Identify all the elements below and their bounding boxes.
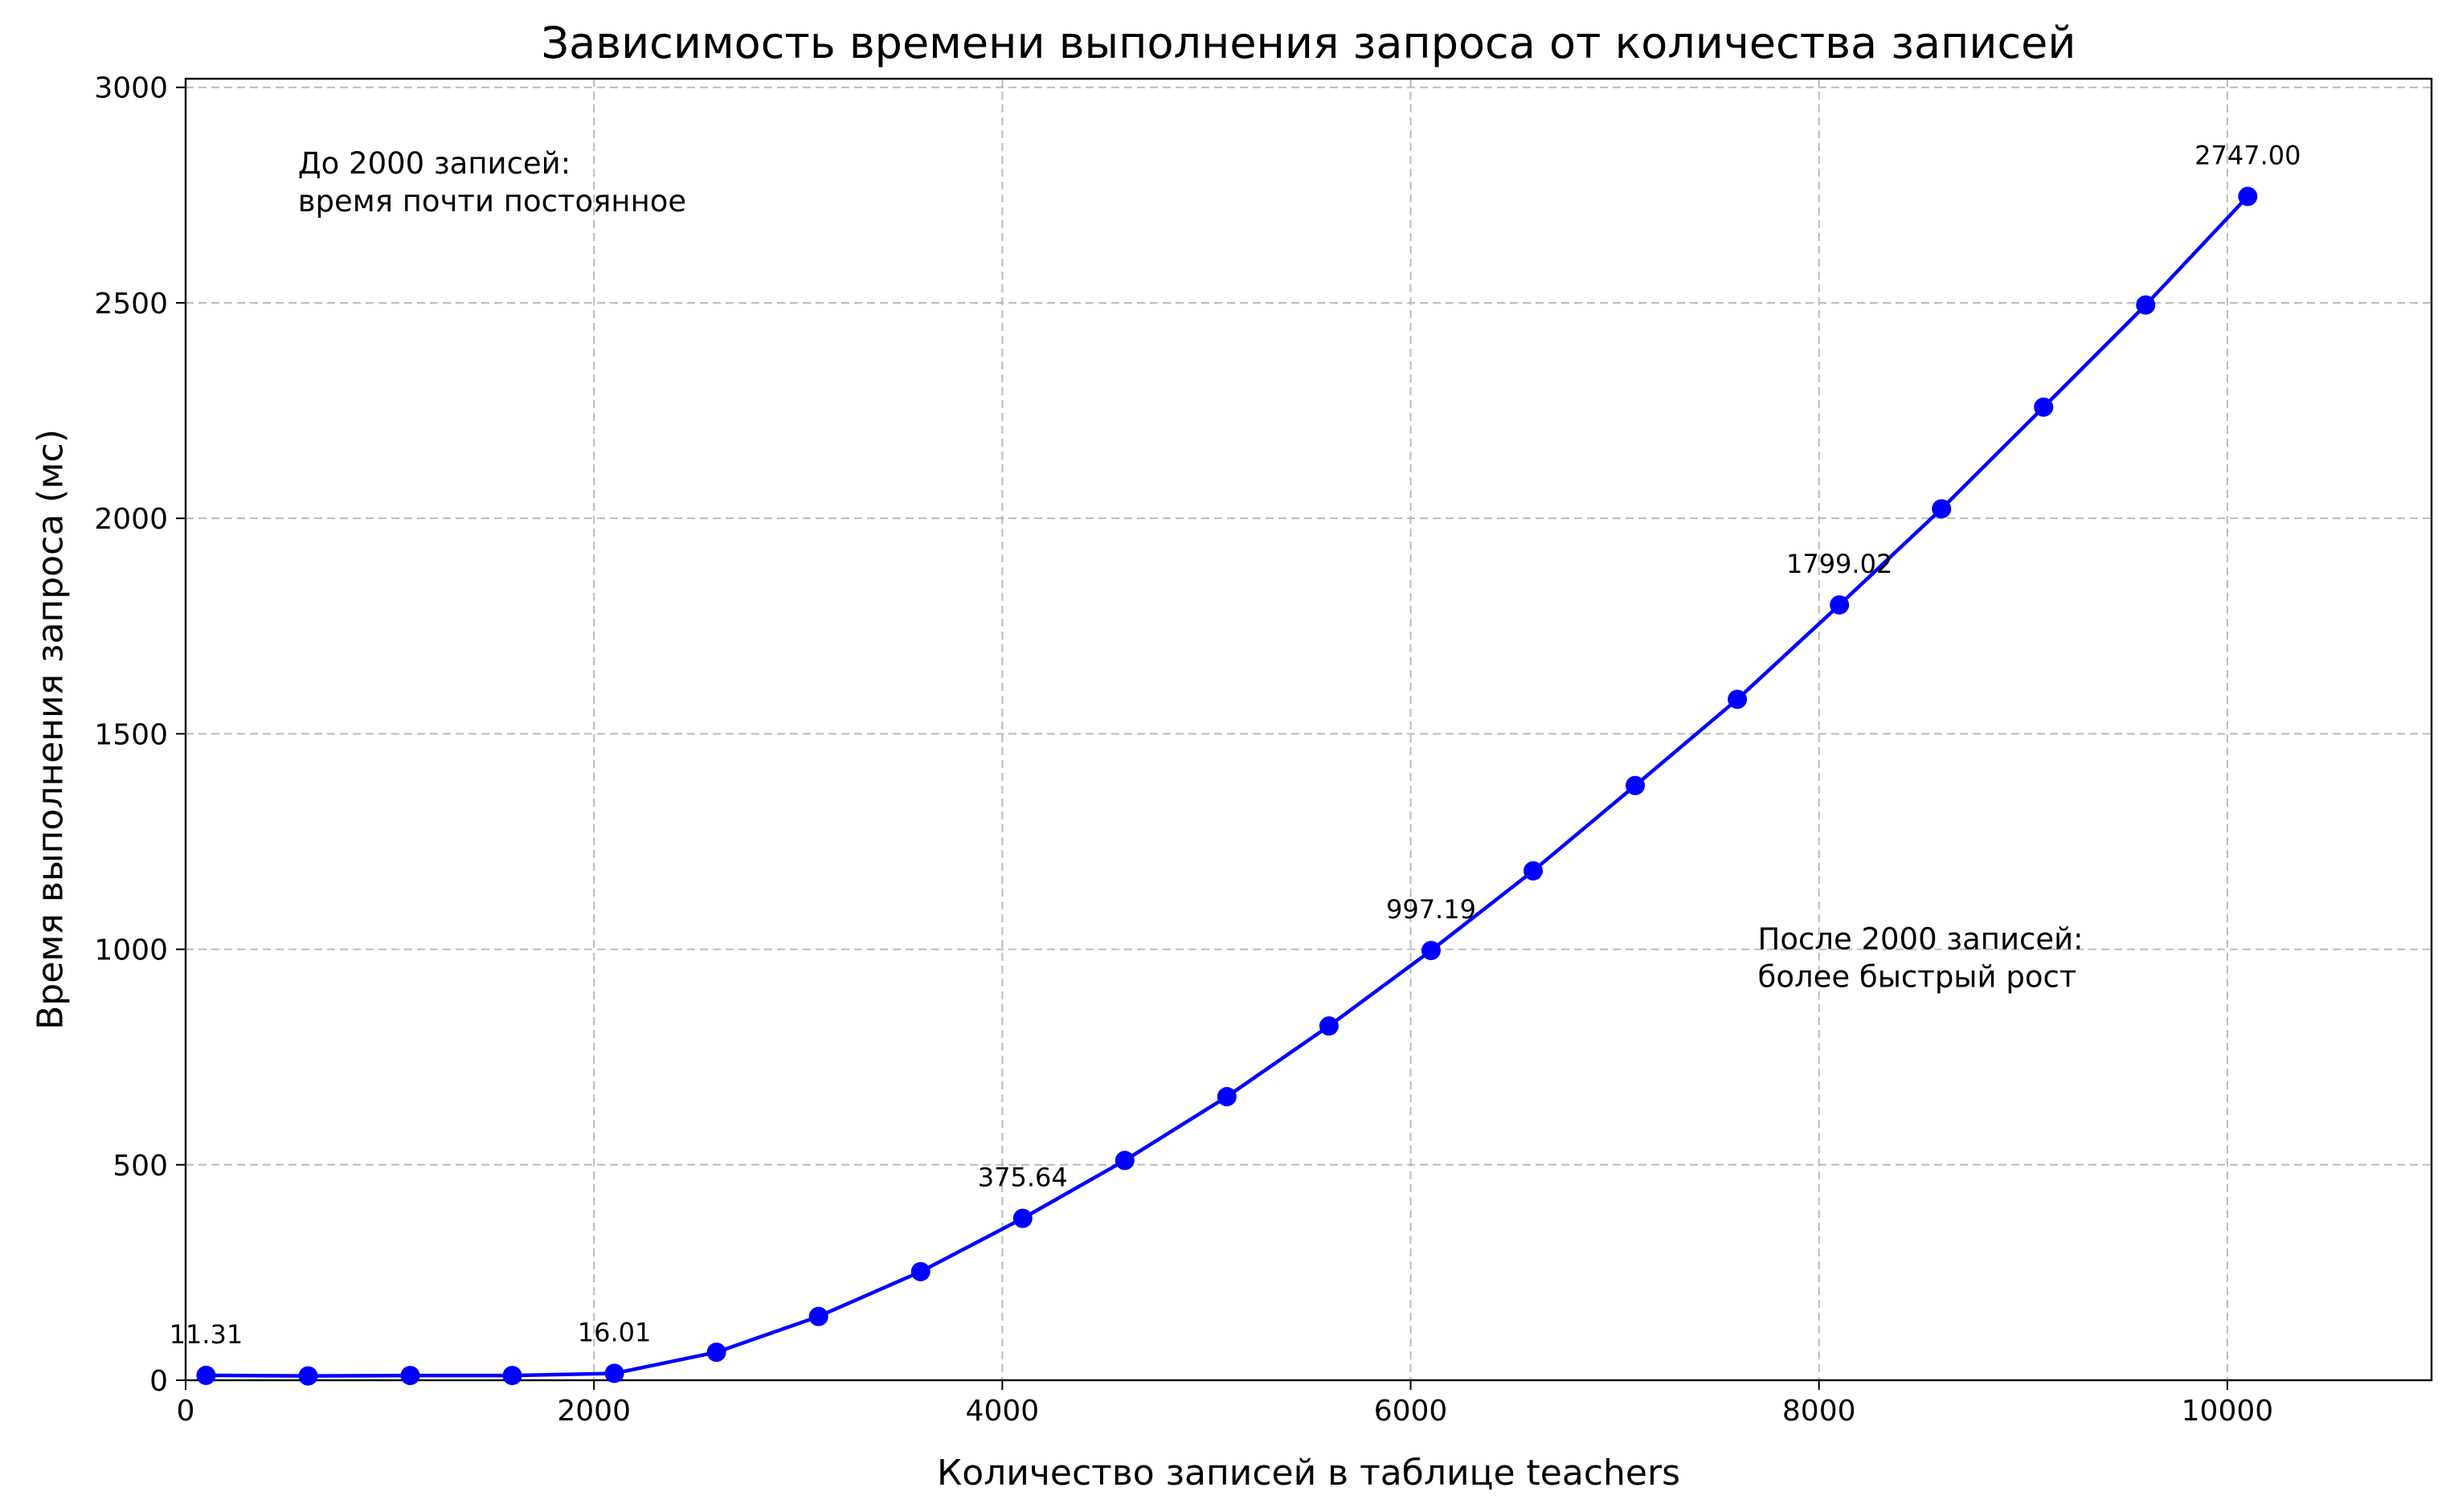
data-point (1626, 775, 1646, 795)
y-tick-label: 1000 (94, 934, 168, 967)
data-point (400, 1366, 420, 1386)
data-point (910, 1261, 931, 1281)
data-point (604, 1363, 624, 1383)
data-label: 11.31 (170, 1319, 243, 1350)
y-tick-label: 2500 (94, 288, 168, 321)
data-label: 997.19 (1386, 894, 1476, 925)
data-point (1524, 860, 1543, 881)
data-label: 16.01 (578, 1317, 652, 1347)
annotations: До 2000 записей: время почти постоянное По… (298, 146, 2084, 995)
x-tick-label: 10000 (2182, 1395, 2274, 1428)
y-tick-label: 2000 (94, 503, 168, 536)
plot-area (184, 77, 2433, 1382)
data-point (1932, 499, 1952, 519)
x-axis-label: Количество записей в таблице teachers (937, 1453, 1680, 1494)
annotation-line: более быстрый рост (1758, 960, 2077, 995)
annotation-line: время почти постоянное (298, 184, 686, 219)
data-point (196, 1365, 216, 1385)
annotation: До 2000 записей: время почти постоянное (298, 146, 686, 219)
data-labels: 11.31 16.01 375.64 997.19 1799.02 2747.00 (170, 140, 2301, 1349)
y-tick-label: 1500 (94, 718, 168, 751)
data-point (2136, 295, 2156, 315)
data-label: 375.64 (978, 1162, 1068, 1192)
data-point (1012, 1208, 1033, 1228)
axis-ticks: 0 2000 4000 6000 8000 10000 0 500 1000 1500 2000 25… (94, 72, 2273, 1428)
series-layer (196, 186, 2258, 1386)
data-label: 1799.02 (1786, 549, 1892, 579)
x-tick-label: 6000 (1374, 1395, 1448, 1428)
annotation: После 2000 записей: более быстрый рост (1758, 922, 2084, 995)
data-point (1319, 1016, 1339, 1036)
annotation-line: До 2000 записей: (298, 146, 571, 181)
data-point (1728, 689, 1748, 709)
data-point (2034, 397, 2054, 417)
data-point (1217, 1087, 1237, 1107)
data-point (1421, 941, 1441, 961)
data-label: 2747.00 (2194, 140, 2301, 170)
data-point (1830, 595, 1850, 615)
data-point (706, 1342, 726, 1363)
y-axis-label: Время выполнения запроса (мс) (30, 429, 71, 1030)
x-tick-label: 8000 (1782, 1395, 1856, 1428)
x-tick-label: 4000 (966, 1395, 1040, 1428)
data-point (1115, 1150, 1135, 1171)
data-point (808, 1306, 828, 1326)
data-point (2238, 186, 2258, 206)
data-point (502, 1366, 522, 1386)
x-tick-label: 2000 (557, 1395, 631, 1428)
y-tick-label: 3000 (94, 72, 168, 105)
y-tick-label: 0 (149, 1365, 168, 1398)
x-tick-label: 0 (177, 1395, 195, 1428)
data-point (298, 1366, 318, 1386)
annotation-line: После 2000 записей: (1758, 922, 2084, 957)
chart-title: Зависимость времени выполнения запроса о… (542, 18, 2076, 68)
y-tick-label: 500 (112, 1150, 168, 1183)
